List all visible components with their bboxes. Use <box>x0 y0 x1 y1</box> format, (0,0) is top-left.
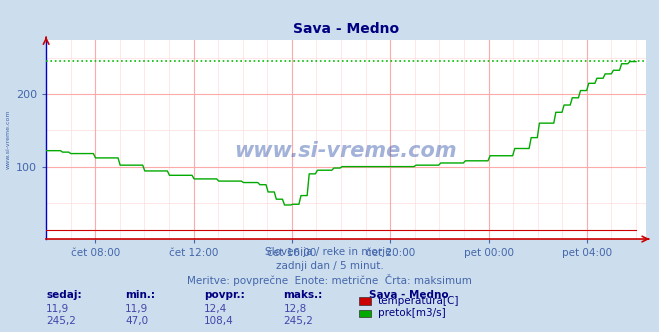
Text: maks.:: maks.: <box>283 290 323 300</box>
Text: 47,0: 47,0 <box>125 316 148 326</box>
Text: 245,2: 245,2 <box>283 316 313 326</box>
Text: temperatura[C]: temperatura[C] <box>378 296 459 306</box>
Text: www.si-vreme.com: www.si-vreme.com <box>235 141 457 161</box>
Text: 12,8: 12,8 <box>283 304 306 314</box>
Text: 11,9: 11,9 <box>46 304 69 314</box>
Text: 108,4: 108,4 <box>204 316 234 326</box>
Text: Meritve: povprečne  Enote: metrične  Črta: maksimum: Meritve: povprečne Enote: metrične Črta:… <box>187 274 472 286</box>
Text: Sava - Medno: Sava - Medno <box>369 290 449 300</box>
Text: 12,4: 12,4 <box>204 304 227 314</box>
Text: Slovenija / reke in morje.: Slovenija / reke in morje. <box>264 247 395 257</box>
Text: zadnji dan / 5 minut.: zadnji dan / 5 minut. <box>275 261 384 271</box>
Text: pretok[m3/s]: pretok[m3/s] <box>378 308 445 318</box>
Text: 11,9: 11,9 <box>125 304 148 314</box>
Text: min.:: min.: <box>125 290 156 300</box>
Text: www.si-vreme.com: www.si-vreme.com <box>5 110 11 169</box>
Text: sedaj:: sedaj: <box>46 290 82 300</box>
Text: povpr.:: povpr.: <box>204 290 245 300</box>
Text: 245,2: 245,2 <box>46 316 76 326</box>
Title: Sava - Medno: Sava - Medno <box>293 22 399 36</box>
